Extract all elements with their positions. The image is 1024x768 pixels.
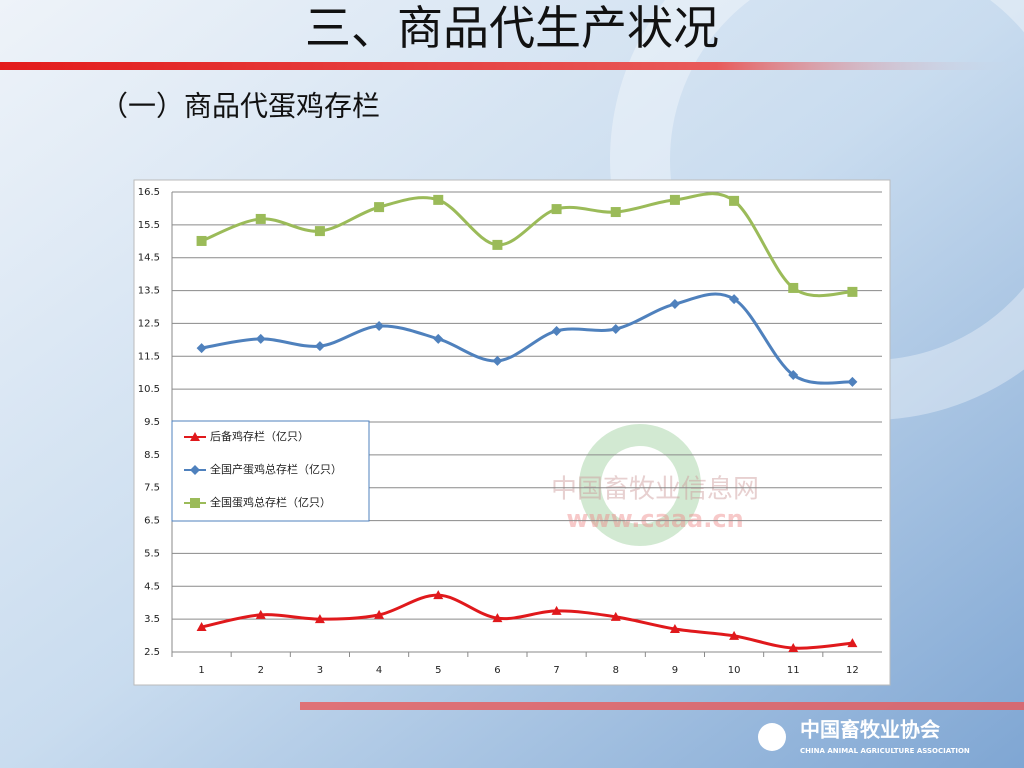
marker <box>551 204 562 215</box>
y-tick-label: 4.5 <box>144 581 160 592</box>
watermark-text: 中国畜牧业信息网 <box>551 475 759 505</box>
x-tick-label: 3 <box>317 665 323 676</box>
marker <box>314 226 325 237</box>
legend-marker <box>190 432 200 441</box>
legend-marker <box>190 465 200 475</box>
marker <box>255 213 266 224</box>
y-tick-label: 12.5 <box>138 318 160 329</box>
y-tick-label: 15.5 <box>138 220 160 231</box>
marker <box>610 207 621 218</box>
marker <box>492 355 503 366</box>
marker <box>551 325 562 336</box>
marker <box>847 376 858 387</box>
legend: 后备鸡存栏（亿只） 全国产蛋鸡总存栏（亿只） 全国蛋鸡总存栏（亿只） <box>171 420 370 522</box>
marker <box>788 282 799 293</box>
x-tick-label: 12 <box>846 665 859 676</box>
marker <box>314 341 325 352</box>
marker <box>492 239 503 250</box>
x-tick-label: 9 <box>672 665 678 676</box>
footer-name: 中国畜牧业协会 <box>800 718 940 742</box>
x-tick-label: 10 <box>728 665 741 676</box>
marker <box>610 611 621 621</box>
marker <box>788 370 799 381</box>
y-tick-label: 9.5 <box>144 417 160 428</box>
y-tick-label: 3.5 <box>144 614 160 625</box>
series-line <box>201 192 853 298</box>
marker <box>374 321 385 332</box>
marker <box>374 609 385 619</box>
y-tick-label: 10.5 <box>138 384 160 395</box>
marker <box>669 624 680 633</box>
x-tick-label: 2 <box>258 665 264 676</box>
footer-english: CHINA ANIMAL AGRICULTURE ASSOCIATION <box>800 747 970 755</box>
legend-label: 后备鸡存栏（亿只） <box>210 429 309 443</box>
slide-title: 三、商品代生产状况 <box>305 1 719 55</box>
marker <box>196 622 207 632</box>
marker <box>492 613 503 623</box>
x-tick-label: 4 <box>376 665 382 676</box>
marker <box>669 299 680 310</box>
y-tick-label: 7.5 <box>144 483 160 494</box>
legend-marker <box>190 498 200 508</box>
marker <box>433 590 444 600</box>
marker <box>196 343 207 354</box>
marker <box>847 638 858 648</box>
x-tick-label: 6 <box>494 665 500 676</box>
y-tick-label: 2.5 <box>144 647 160 658</box>
marker <box>374 202 385 213</box>
y-tick-label: 14.5 <box>138 253 160 264</box>
marker <box>433 333 444 344</box>
marker <box>729 294 740 305</box>
watermark-url: www.caaa.cn <box>566 505 743 533</box>
marker <box>610 324 621 335</box>
marker <box>729 195 740 206</box>
y-tick-label: 13.5 <box>138 286 160 297</box>
x-tick-label: 7 <box>553 665 559 676</box>
y-tick-label: 5.5 <box>144 548 160 559</box>
plot: 2.5 3.5 4.5 5.5 6.5 7.5 8.5 9.5 10.5 11.5 12.5 13.5… <box>138 187 882 676</box>
x-tick-label: 8 <box>613 665 619 676</box>
y-tick-label: 8.5 <box>144 450 160 461</box>
marker <box>729 630 740 640</box>
x-tick-label: 5 <box>435 665 441 676</box>
y-tick-label: 16.5 <box>138 187 160 198</box>
marker <box>314 614 325 624</box>
legend-label: 全国蛋鸡总存栏（亿只） <box>210 495 331 509</box>
marker <box>196 235 207 246</box>
footer-logo <box>758 723 786 751</box>
footer-bar <box>300 702 1024 710</box>
y-tick-label: 6.5 <box>144 516 160 527</box>
legend-label: 全国产蛋鸡总存栏（亿只） <box>210 462 342 476</box>
marker <box>255 333 266 344</box>
marker <box>847 286 858 297</box>
x-tick-label: 1 <box>198 665 204 676</box>
marker <box>669 194 680 205</box>
marker <box>788 643 799 653</box>
y-tick-label: 11.5 <box>138 351 160 362</box>
subtitle: （一）商品代蛋鸡存栏 <box>100 90 380 123</box>
watermark-logo <box>579 424 701 546</box>
x-tick-label: 11 <box>787 665 800 676</box>
marker <box>255 609 266 619</box>
title-bar <box>0 62 1024 70</box>
marker <box>433 194 444 205</box>
marker <box>551 605 562 615</box>
